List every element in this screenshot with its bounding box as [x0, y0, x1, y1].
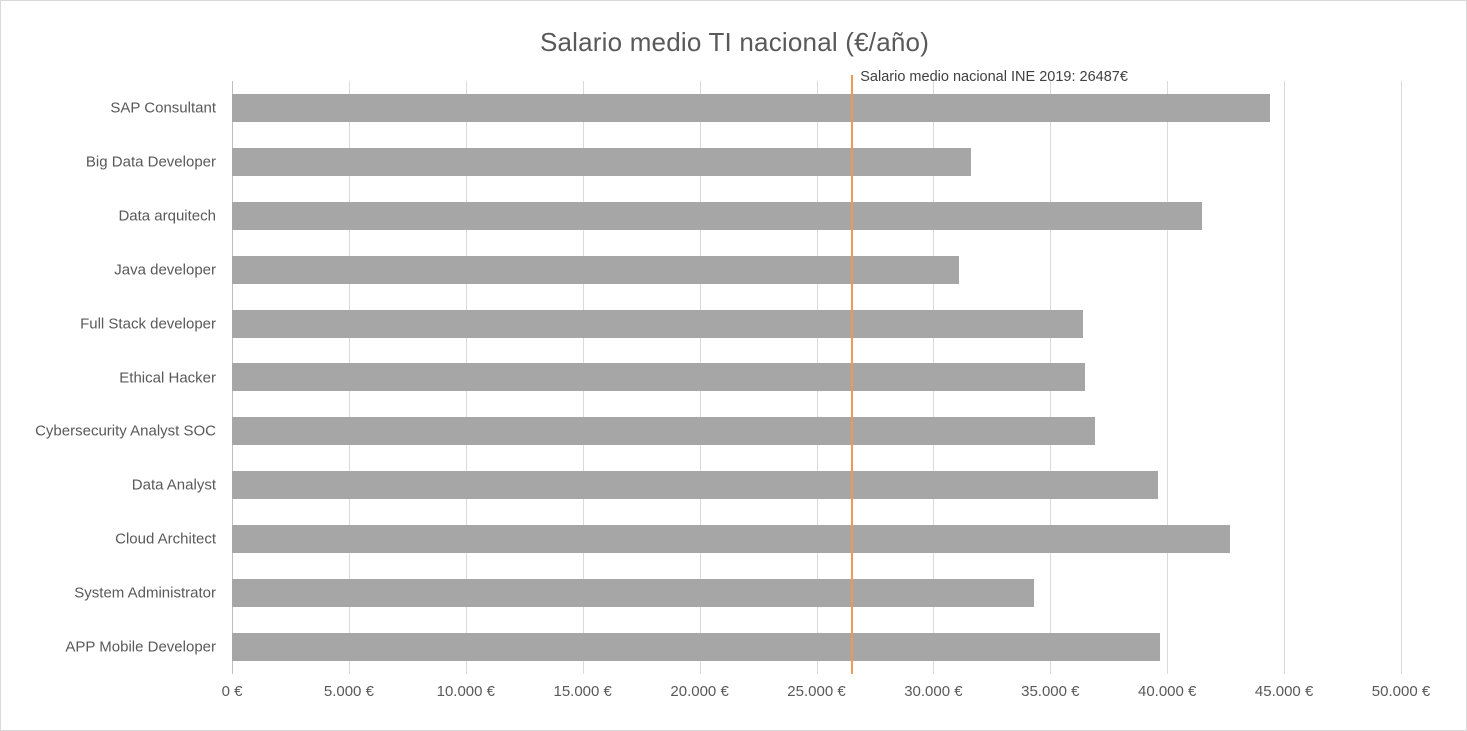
plot-area: Salario medio nacional INE 2019: 26487€ — [232, 69, 1402, 674]
x-axis-label: 35.000 € — [1021, 683, 1080, 700]
bar-row — [232, 458, 1158, 512]
y-axis-category-labels: SAP Consultant Big Data Developer Data arq… — [1, 81, 224, 674]
bar-row — [232, 81, 1271, 135]
bar[interactable] — [232, 417, 1095, 446]
bar-row — [232, 512, 1231, 566]
y-axis-label: Java developer — [114, 261, 216, 279]
x-axis-label: 5.000 € — [323, 683, 374, 700]
x-axis-label: 15.000 € — [553, 683, 612, 700]
y-axis-label: APP Mobile Developer — [65, 638, 216, 656]
x-axis-label: 0 € — [221, 683, 243, 700]
bar[interactable] — [232, 147, 971, 176]
gridline-45000 — [1284, 81, 1286, 674]
y-axis-label: Cybersecurity Analyst SOC — [35, 422, 216, 440]
bar[interactable] — [232, 363, 1086, 392]
x-axis-tick-labels: 0 € 5.000 € 10.000 € 15.000 € 20.000 € 25.000… — [222, 683, 1431, 713]
x-axis-label: 45.000 € — [1254, 683, 1314, 700]
bar[interactable] — [232, 309, 1084, 338]
bar-row — [232, 351, 1086, 405]
y-axis-label: Big Data Developer — [85, 153, 216, 171]
chart-title: Salario medio TI nacional (€/año) — [539, 27, 930, 57]
y-axis-label: Cloud Architect — [115, 530, 216, 548]
x-axis-label: 20.000 € — [670, 683, 729, 700]
x-axis-label: 30.000 € — [904, 683, 963, 700]
bar[interactable] — [232, 525, 1231, 554]
bar-row — [232, 189, 1203, 243]
bar-row — [232, 620, 1161, 674]
gridline-40000 — [1167, 81, 1169, 674]
bar-row — [232, 297, 1084, 351]
x-axis-label: 25.000 € — [787, 683, 846, 700]
x-axis-label: 50.000 € — [1371, 683, 1431, 700]
y-axis-label: Data Analyst — [131, 476, 216, 494]
gridline-50000 — [1401, 81, 1402, 674]
y-axis-label: Data arquitech — [118, 207, 216, 225]
bar[interactable] — [232, 633, 1161, 662]
bar-row — [232, 135, 971, 189]
bar-row — [232, 566, 1034, 620]
bar-row — [232, 404, 1095, 458]
x-axis-label: 40.000 € — [1137, 683, 1197, 700]
bar[interactable] — [232, 201, 1203, 230]
bar[interactable] — [232, 93, 1271, 122]
y-axis-label: Ethical Hacker — [119, 369, 216, 386]
y-axis-label: SAP Consultant — [110, 99, 216, 117]
y-axis-label: Full Stack developer — [80, 315, 216, 333]
bar[interactable] — [232, 471, 1158, 500]
x-axis-label: 10.000 € — [436, 683, 495, 700]
y-axis-label: System Administrator — [74, 584, 216, 602]
bar[interactable] — [232, 255, 960, 284]
bar-series — [232, 81, 1401, 674]
bar-row — [232, 243, 960, 297]
bar[interactable] — [232, 579, 1034, 608]
reference-line — [851, 75, 854, 674]
reference-line-label: Salario medio nacional INE 2019: 26487€ — [860, 69, 1128, 85]
